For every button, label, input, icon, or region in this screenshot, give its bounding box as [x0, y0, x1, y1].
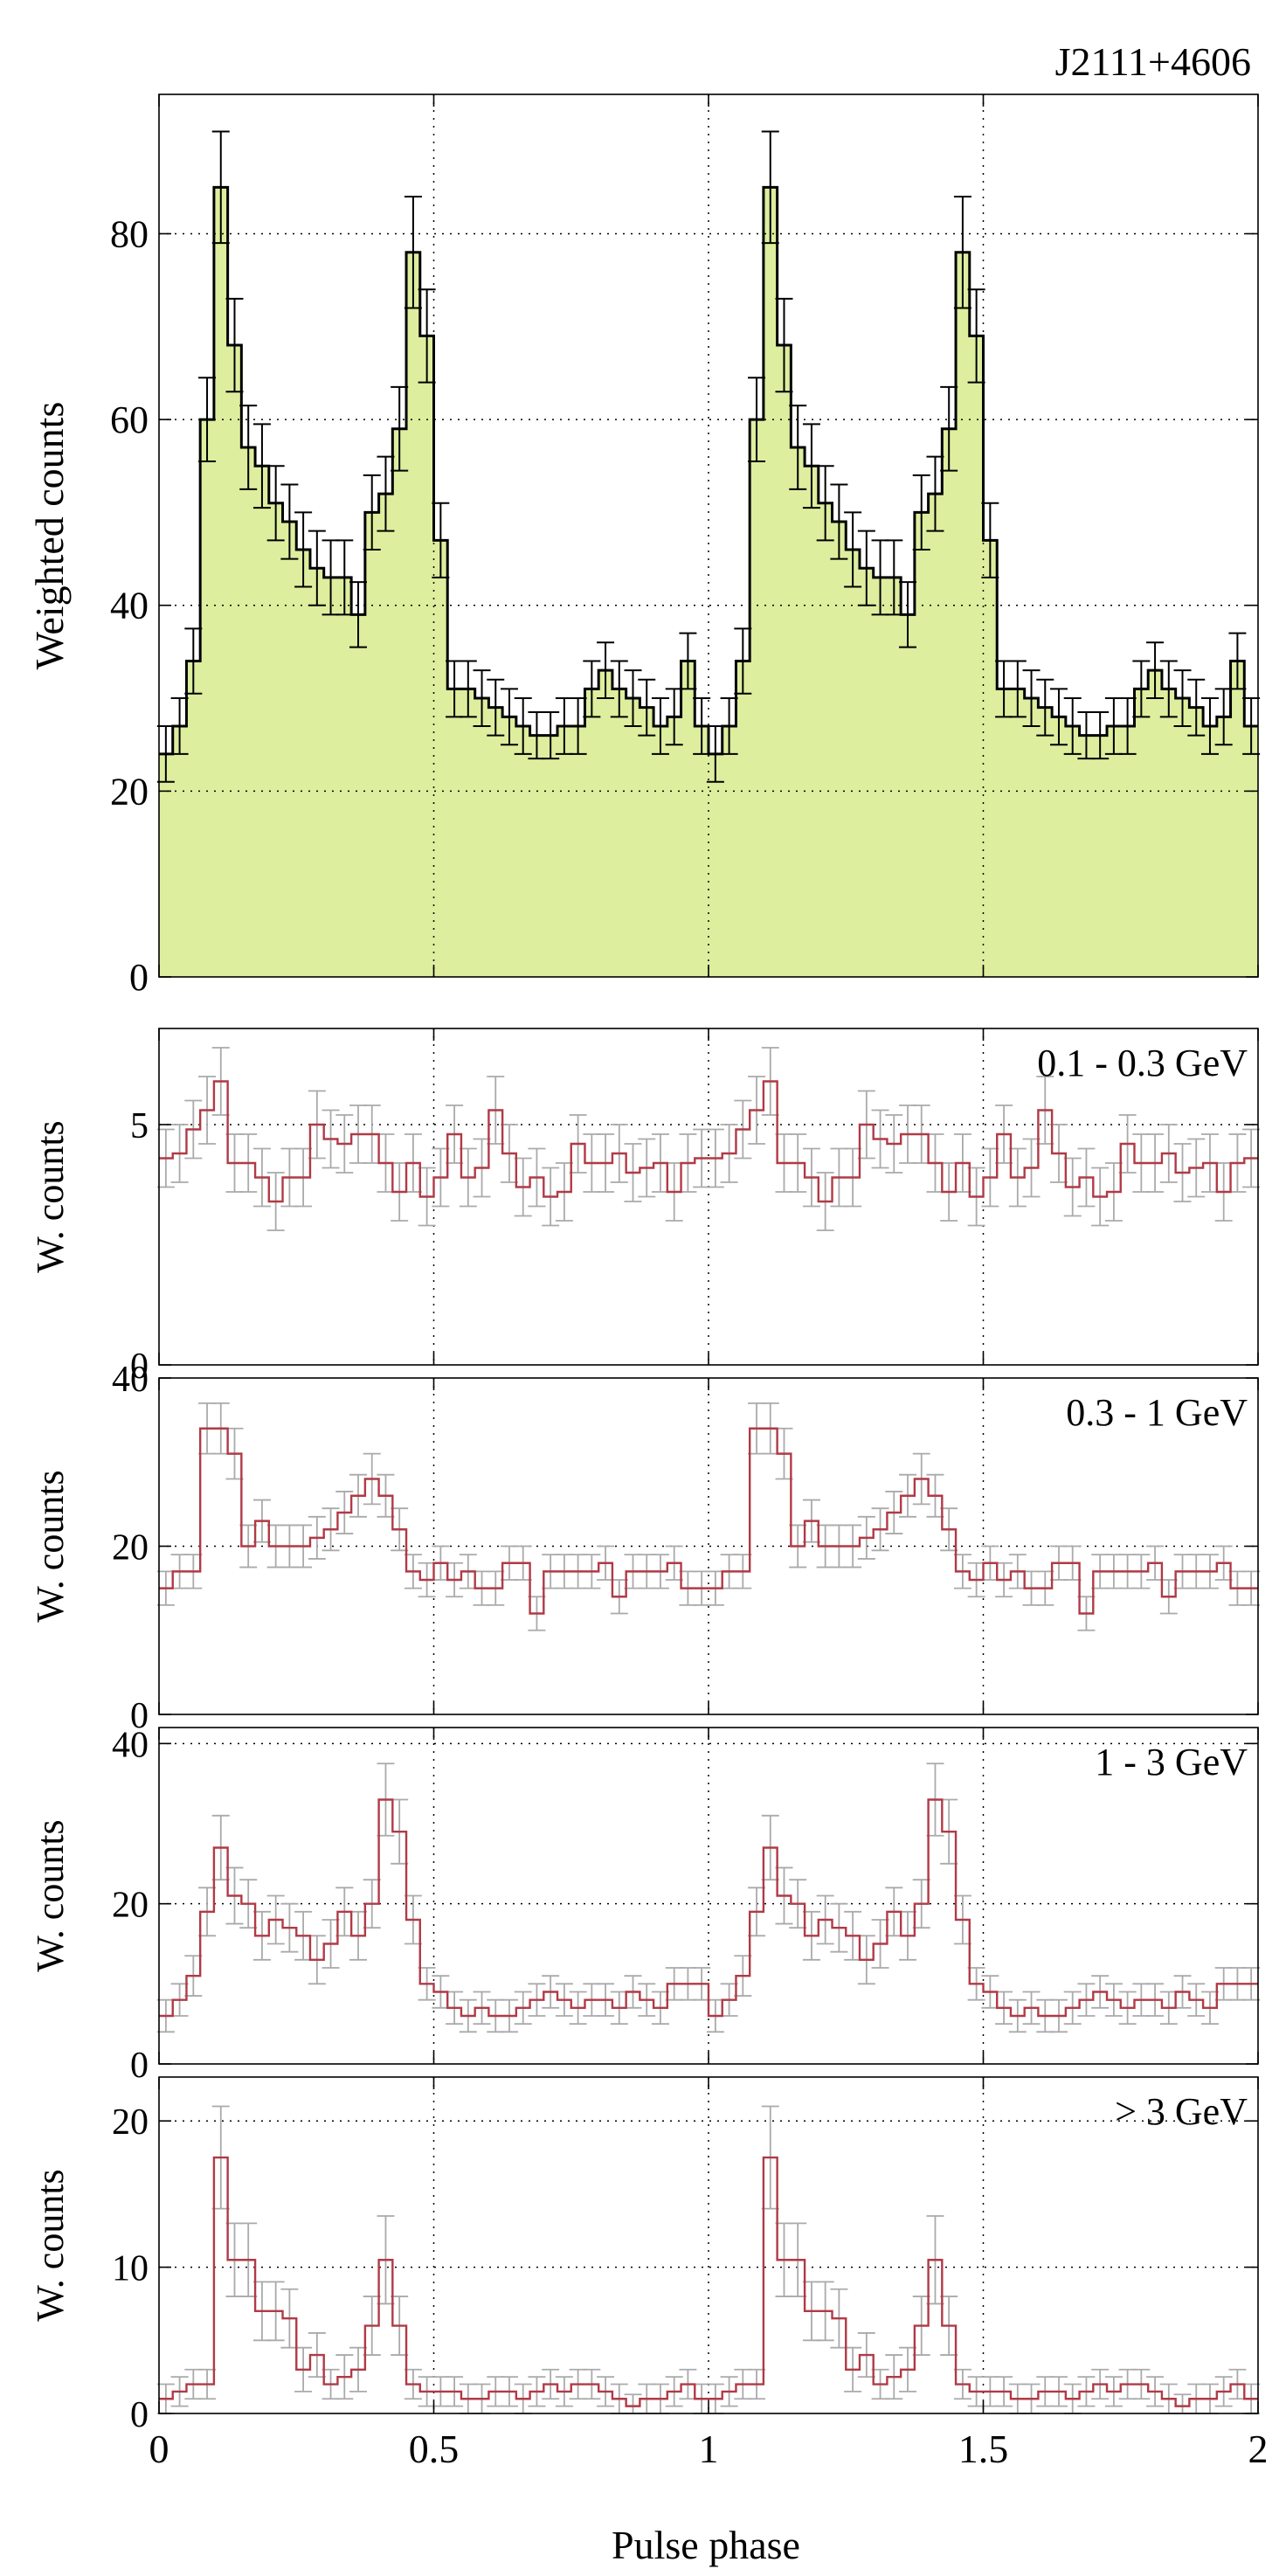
y-axis-title: W. counts	[29, 1120, 72, 1272]
y-axis-title: W. counts	[29, 2169, 72, 2321]
x-tick-label: 1.5	[958, 2427, 1009, 2471]
x-tick-label: 2	[1248, 2427, 1269, 2471]
x-tick-label: 0	[149, 2427, 169, 2471]
y-tick-label: 10	[112, 2249, 149, 2289]
y-axis-title: W. counts	[29, 1819, 72, 1971]
y-tick-label: 20	[112, 1528, 149, 1568]
y-tick-label: 20	[110, 770, 149, 813]
x-tick-label: 0.5	[409, 2427, 460, 2471]
y-tick-label: 40	[110, 585, 149, 627]
y-tick-label: 0	[130, 2046, 149, 2086]
energy-band-label: > 3 GeV	[1115, 2090, 1248, 2133]
y-tick-label: 60	[110, 398, 149, 441]
panel-total: 0 20 40 60 80 Weighted counts	[27, 93, 1261, 999]
x-axis-title: Pulse phase	[612, 2523, 800, 2567]
histogram-step-line	[159, 1798, 1258, 2018]
y-tick-label: 0	[130, 1347, 149, 1387]
energy-band-label: 1 - 3 GeV	[1095, 1741, 1248, 1783]
panel-band-2: 0 20 40 W. counts 0.3 - 1 GeV	[29, 1360, 1261, 1736]
energy-band-label: 0.1 - 0.3 GeV	[1037, 1042, 1248, 1084]
panel-band-1: 0 5 W. counts 0.1 - 0.3 GeV	[29, 1028, 1261, 1387]
y-tick-label: 0	[129, 956, 149, 999]
y-tick-label: 40	[112, 1360, 149, 1400]
y-axis-title: Weighted counts	[27, 402, 72, 670]
histogram-step-line	[159, 185, 1258, 756]
y-axis-title: W. counts	[29, 1470, 72, 1622]
histogram-step-line	[159, 1080, 1258, 1203]
y-tick-label: 0	[130, 2395, 149, 2435]
panel-band-3: 0 20 40 W. counts 1 - 3 GeV	[29, 1725, 1261, 2086]
y-tick-label: 5	[130, 1106, 149, 1146]
x-tick-label: 1	[699, 2427, 719, 2471]
histogram-step-line	[159, 2156, 1258, 2407]
energy-band-label: 0.3 - 1 GeV	[1066, 1391, 1248, 1434]
panel-band-4: 0 10 20 0 0.5 1 1.5 2 W. counts > 3 GeV	[29, 2076, 1269, 2471]
y-tick-label: 40	[112, 1725, 149, 1765]
y-tick-label: 0	[130, 1696, 149, 1736]
y-tick-label: 20	[112, 2102, 149, 2143]
y-tick-label: 80	[110, 212, 149, 255]
histogram-step-line	[159, 1427, 1258, 1615]
source-name-label: J2111+4606	[1055, 39, 1251, 84]
y-tick-label: 20	[112, 1886, 149, 1926]
